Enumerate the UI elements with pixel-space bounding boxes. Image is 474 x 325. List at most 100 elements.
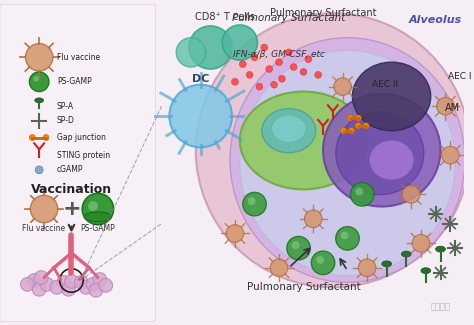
Ellipse shape xyxy=(262,109,316,153)
Circle shape xyxy=(74,276,88,289)
Circle shape xyxy=(363,123,369,129)
Circle shape xyxy=(441,146,459,164)
Circle shape xyxy=(336,227,359,250)
Circle shape xyxy=(358,259,376,277)
Circle shape xyxy=(82,193,114,225)
Text: Vaccination: Vaccination xyxy=(31,183,112,196)
Circle shape xyxy=(300,69,307,75)
Circle shape xyxy=(356,188,363,195)
Ellipse shape xyxy=(436,246,446,252)
Circle shape xyxy=(243,192,266,216)
Circle shape xyxy=(256,83,263,90)
FancyBboxPatch shape xyxy=(0,5,155,321)
Text: AEC I: AEC I xyxy=(448,72,472,81)
Circle shape xyxy=(35,166,43,174)
Circle shape xyxy=(287,236,310,260)
Text: AM: AM xyxy=(446,103,461,113)
Circle shape xyxy=(176,38,206,67)
Circle shape xyxy=(341,231,348,239)
Circle shape xyxy=(43,135,49,140)
Ellipse shape xyxy=(370,140,414,180)
Ellipse shape xyxy=(421,268,431,274)
Circle shape xyxy=(341,128,346,134)
Circle shape xyxy=(315,72,321,78)
Circle shape xyxy=(412,234,430,252)
Circle shape xyxy=(89,283,103,297)
Text: IFN-α/β, GM-CSF, etc: IFN-α/β, GM-CSF, etc xyxy=(233,50,325,59)
Circle shape xyxy=(311,251,335,275)
Circle shape xyxy=(285,49,292,56)
Text: PS-GAMP: PS-GAMP xyxy=(57,77,91,86)
Ellipse shape xyxy=(272,115,306,142)
Circle shape xyxy=(222,25,257,60)
Circle shape xyxy=(32,282,46,296)
Circle shape xyxy=(279,75,285,82)
Circle shape xyxy=(26,44,53,71)
Ellipse shape xyxy=(382,261,392,267)
Ellipse shape xyxy=(230,38,465,282)
Circle shape xyxy=(231,78,238,85)
Circle shape xyxy=(50,280,64,294)
Ellipse shape xyxy=(84,212,111,222)
Circle shape xyxy=(64,275,78,288)
Circle shape xyxy=(316,256,324,264)
Ellipse shape xyxy=(401,251,411,257)
Circle shape xyxy=(251,54,258,61)
Text: SP-A: SP-A xyxy=(57,102,74,111)
Text: Pulmonary Surfactant: Pulmonary Surfactant xyxy=(232,13,346,23)
Circle shape xyxy=(34,271,48,284)
Circle shape xyxy=(30,195,58,223)
Circle shape xyxy=(266,66,273,72)
Circle shape xyxy=(29,72,49,92)
Text: Pulmonary Surfactant: Pulmonary Surfactant xyxy=(270,8,376,18)
Circle shape xyxy=(270,259,288,277)
Text: Flu vaccine: Flu vaccine xyxy=(57,53,100,62)
Circle shape xyxy=(20,278,34,291)
Circle shape xyxy=(57,276,71,289)
Circle shape xyxy=(248,197,255,205)
Text: STING protein: STING protein xyxy=(57,151,110,160)
Circle shape xyxy=(99,279,113,292)
Circle shape xyxy=(79,280,93,294)
Text: PS-GAMP: PS-GAMP xyxy=(81,224,115,233)
Circle shape xyxy=(93,273,107,286)
Circle shape xyxy=(356,123,361,129)
Circle shape xyxy=(275,59,283,66)
Ellipse shape xyxy=(35,98,44,103)
Circle shape xyxy=(40,278,54,291)
Text: Pulmonary Surfactant: Pulmonary Surfactant xyxy=(246,282,360,292)
Circle shape xyxy=(292,241,300,249)
Circle shape xyxy=(356,115,361,121)
Ellipse shape xyxy=(240,50,455,276)
Ellipse shape xyxy=(323,94,440,207)
Text: +: + xyxy=(62,199,81,219)
Circle shape xyxy=(86,278,100,291)
Circle shape xyxy=(347,115,354,121)
Ellipse shape xyxy=(352,62,431,131)
Circle shape xyxy=(239,61,246,68)
Circle shape xyxy=(27,274,41,287)
Text: Flu vaccine: Flu vaccine xyxy=(22,224,65,233)
Circle shape xyxy=(169,85,232,147)
Text: DC: DC xyxy=(192,74,210,84)
Circle shape xyxy=(62,282,75,296)
Circle shape xyxy=(437,98,454,115)
Circle shape xyxy=(348,128,355,134)
Text: CD8⁺ T cells: CD8⁺ T cells xyxy=(195,12,255,22)
Circle shape xyxy=(304,210,322,228)
Circle shape xyxy=(33,76,39,82)
Text: 复旦大学: 复旦大学 xyxy=(430,303,450,312)
Ellipse shape xyxy=(336,111,424,195)
Text: AEC II: AEC II xyxy=(372,80,398,89)
Circle shape xyxy=(88,201,98,211)
Circle shape xyxy=(334,78,351,96)
Text: SP-D: SP-D xyxy=(57,116,74,125)
Circle shape xyxy=(290,64,297,71)
Circle shape xyxy=(350,183,374,206)
Circle shape xyxy=(246,72,253,78)
Text: cGAMP: cGAMP xyxy=(57,165,83,174)
Circle shape xyxy=(226,225,244,242)
Circle shape xyxy=(29,135,35,140)
Ellipse shape xyxy=(196,13,470,287)
Circle shape xyxy=(271,81,277,88)
